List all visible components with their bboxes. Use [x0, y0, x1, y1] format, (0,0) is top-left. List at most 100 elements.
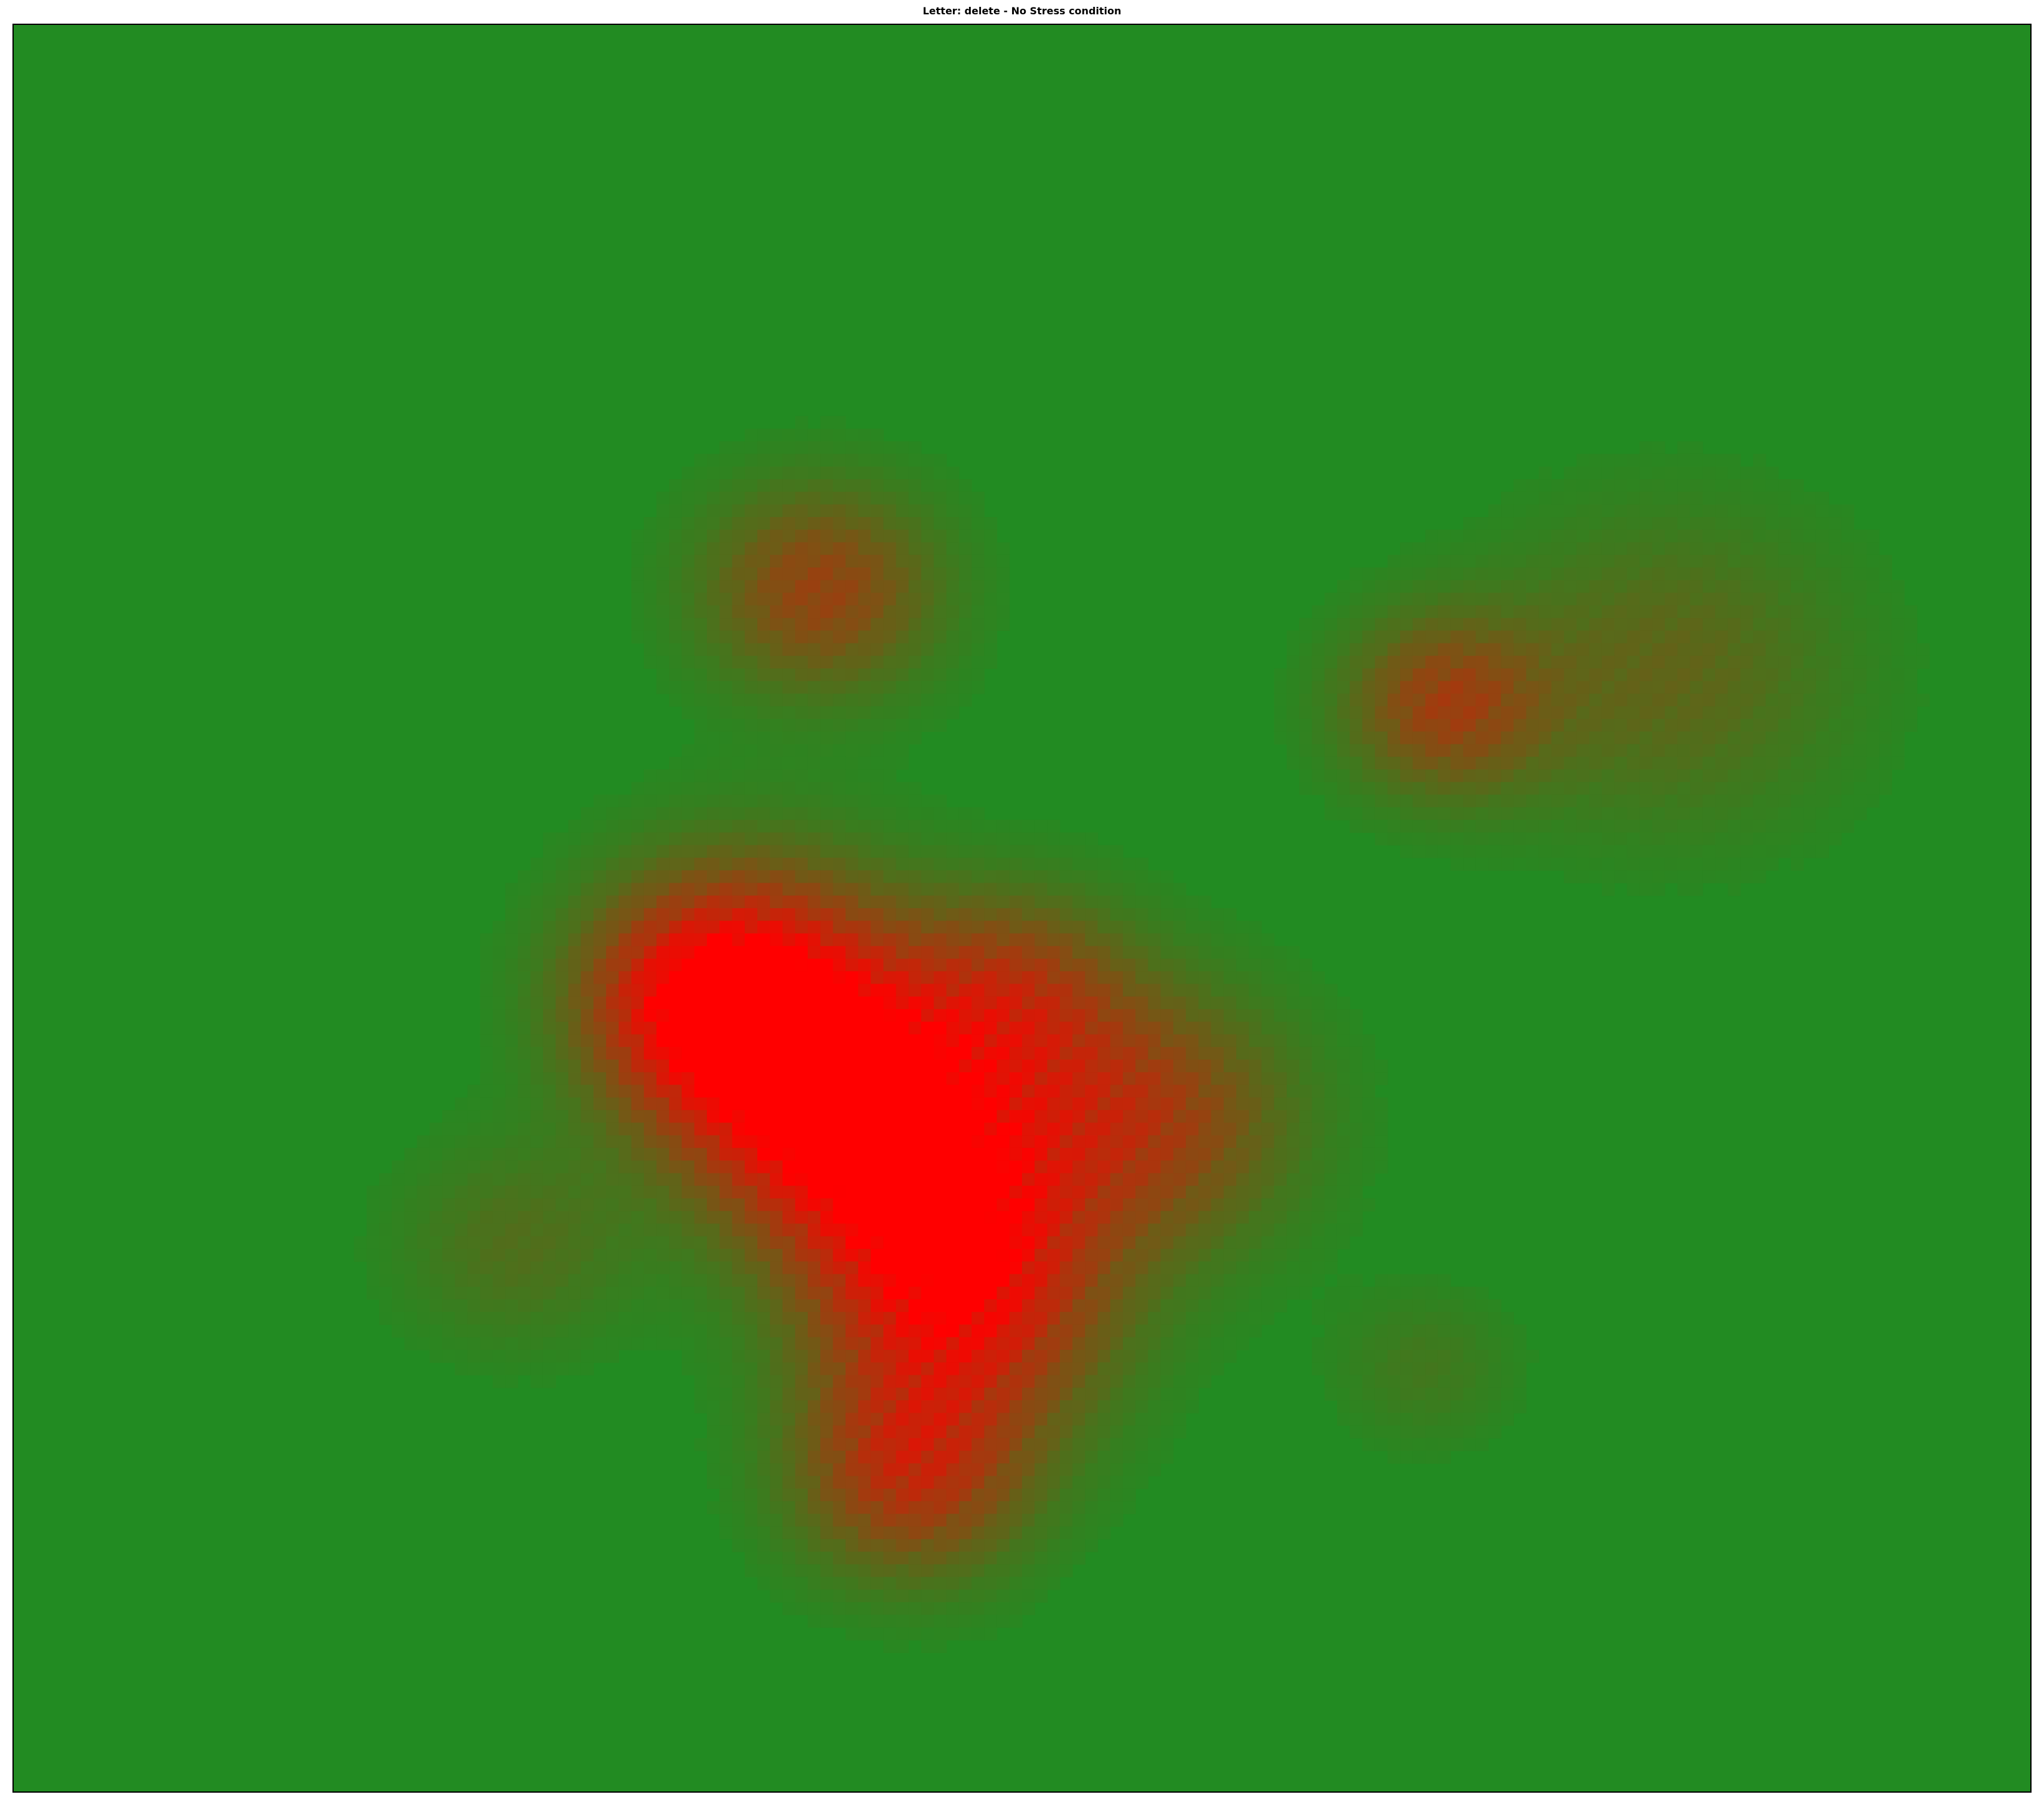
heatmap-cell — [1652, 719, 1665, 732]
heatmap-cell — [996, 1034, 1010, 1048]
heatmap-cell — [1261, 1198, 1275, 1212]
heatmap-cell — [782, 1261, 796, 1275]
heatmap-cell — [568, 1185, 582, 1199]
heatmap-cell — [1576, 719, 1590, 732]
heatmap-cell — [1702, 618, 1716, 631]
heatmap-cell — [1223, 1034, 1237, 1048]
heatmap-cell — [1513, 756, 1527, 770]
heatmap-cell — [417, 1173, 430, 1187]
heatmap-cell — [1160, 1223, 1174, 1237]
heatmap-cell — [744, 933, 758, 947]
heatmap-cell — [1690, 479, 1703, 493]
heatmap-cell — [1614, 845, 1627, 858]
heatmap-cell — [1085, 1248, 1099, 1262]
heatmap-cell — [732, 630, 745, 644]
heatmap-cell — [1904, 693, 1918, 707]
heatmap-cell — [1299, 618, 1313, 631]
heatmap-cell — [1513, 643, 1527, 657]
heatmap-cell — [782, 794, 796, 808]
heatmap-cell — [1072, 1097, 1086, 1111]
heatmap-cell — [1350, 731, 1363, 745]
heatmap-cell — [770, 429, 783, 442]
heatmap-cell — [719, 921, 733, 934]
heatmap-cell — [1350, 1147, 1363, 1161]
heatmap-cell — [1198, 959, 1212, 972]
heatmap-cell — [1778, 719, 1792, 732]
heatmap-cell — [883, 693, 897, 707]
heatmap-cell — [366, 1274, 380, 1288]
heatmap-cell — [807, 845, 821, 858]
heatmap-cell — [921, 1286, 934, 1300]
heatmap-cell — [1350, 592, 1363, 606]
heatmap-cell — [1715, 554, 1728, 568]
heatmap-cell — [480, 1147, 493, 1161]
heatmap-cell — [807, 1248, 821, 1262]
heatmap-cell — [732, 1274, 745, 1288]
heatmap-cell — [732, 441, 745, 455]
heatmap-cell — [921, 1185, 934, 1199]
heatmap-cell — [1249, 1122, 1262, 1136]
heatmap-cell — [934, 453, 947, 467]
heatmap-cell — [530, 984, 544, 997]
heatmap-cell — [530, 1236, 544, 1250]
heatmap-cell — [820, 984, 834, 997]
heatmap-cell — [1450, 744, 1464, 757]
heatmap-cell — [694, 504, 707, 518]
heatmap-cell — [782, 1034, 796, 1048]
heatmap-cell — [1576, 832, 1590, 846]
heatmap-cell — [1135, 996, 1148, 1010]
heatmap-cell — [1841, 542, 1855, 556]
heatmap-cell — [1853, 592, 1867, 606]
heatmap-cell — [1350, 618, 1363, 631]
heatmap-cell — [896, 491, 909, 505]
heatmap-cell — [1337, 1198, 1350, 1212]
heatmap-cell — [908, 529, 922, 543]
heatmap-cell — [833, 1324, 846, 1338]
heatmap-cell — [984, 1274, 998, 1288]
heatmap-cell — [770, 996, 783, 1010]
heatmap-cell — [934, 1122, 947, 1136]
heatmap-cell — [719, 845, 733, 858]
heatmap-cell — [1223, 1223, 1237, 1237]
heatmap-cell — [883, 1198, 897, 1212]
heatmap-cell — [707, 1248, 720, 1262]
heatmap-cell — [480, 1185, 493, 1199]
heatmap-cell — [1274, 996, 1287, 1010]
heatmap-cell — [719, 1009, 733, 1022]
heatmap-cell — [518, 1312, 531, 1326]
heatmap-cell — [556, 946, 569, 959]
heatmap-cell — [908, 1312, 922, 1326]
heatmap-cell — [1374, 1299, 1388, 1312]
heatmap-cell — [1350, 1072, 1363, 1086]
heatmap-cell — [556, 1324, 569, 1338]
heatmap-cell — [1072, 832, 1086, 846]
heatmap-cell — [1728, 479, 1741, 493]
heatmap-cell — [1400, 744, 1413, 757]
heatmap-cell — [1400, 845, 1413, 858]
heatmap-cell — [707, 1147, 720, 1161]
heatmap-cell — [1778, 655, 1792, 669]
heatmap-cell — [1728, 807, 1741, 820]
heatmap-cell — [656, 643, 670, 657]
heatmap-cell — [1249, 1274, 1262, 1288]
heatmap-cell — [1186, 1034, 1199, 1048]
heatmap-cell — [1299, 643, 1313, 657]
heatmap-cell — [1475, 1286, 1489, 1300]
heatmap-cell — [1022, 1236, 1035, 1250]
heatmap-cell — [631, 567, 645, 581]
heatmap-cell — [1022, 1185, 1035, 1199]
heatmap-cell — [845, 592, 859, 606]
heatmap-cell — [1551, 820, 1564, 833]
heatmap-cell — [1110, 996, 1124, 1010]
heatmap-cell — [1853, 580, 1867, 594]
heatmap-cell — [1677, 807, 1691, 820]
heatmap-cell — [1677, 655, 1691, 669]
heatmap-cell — [858, 832, 871, 846]
heatmap-cell — [542, 883, 556, 896]
heatmap-cell — [845, 1110, 859, 1123]
heatmap-cell — [1299, 1261, 1313, 1275]
heatmap-cell — [1463, 820, 1477, 833]
heatmap-cell — [580, 1324, 594, 1338]
heatmap-cell — [1702, 719, 1716, 732]
heatmap-cell — [1677, 782, 1691, 795]
